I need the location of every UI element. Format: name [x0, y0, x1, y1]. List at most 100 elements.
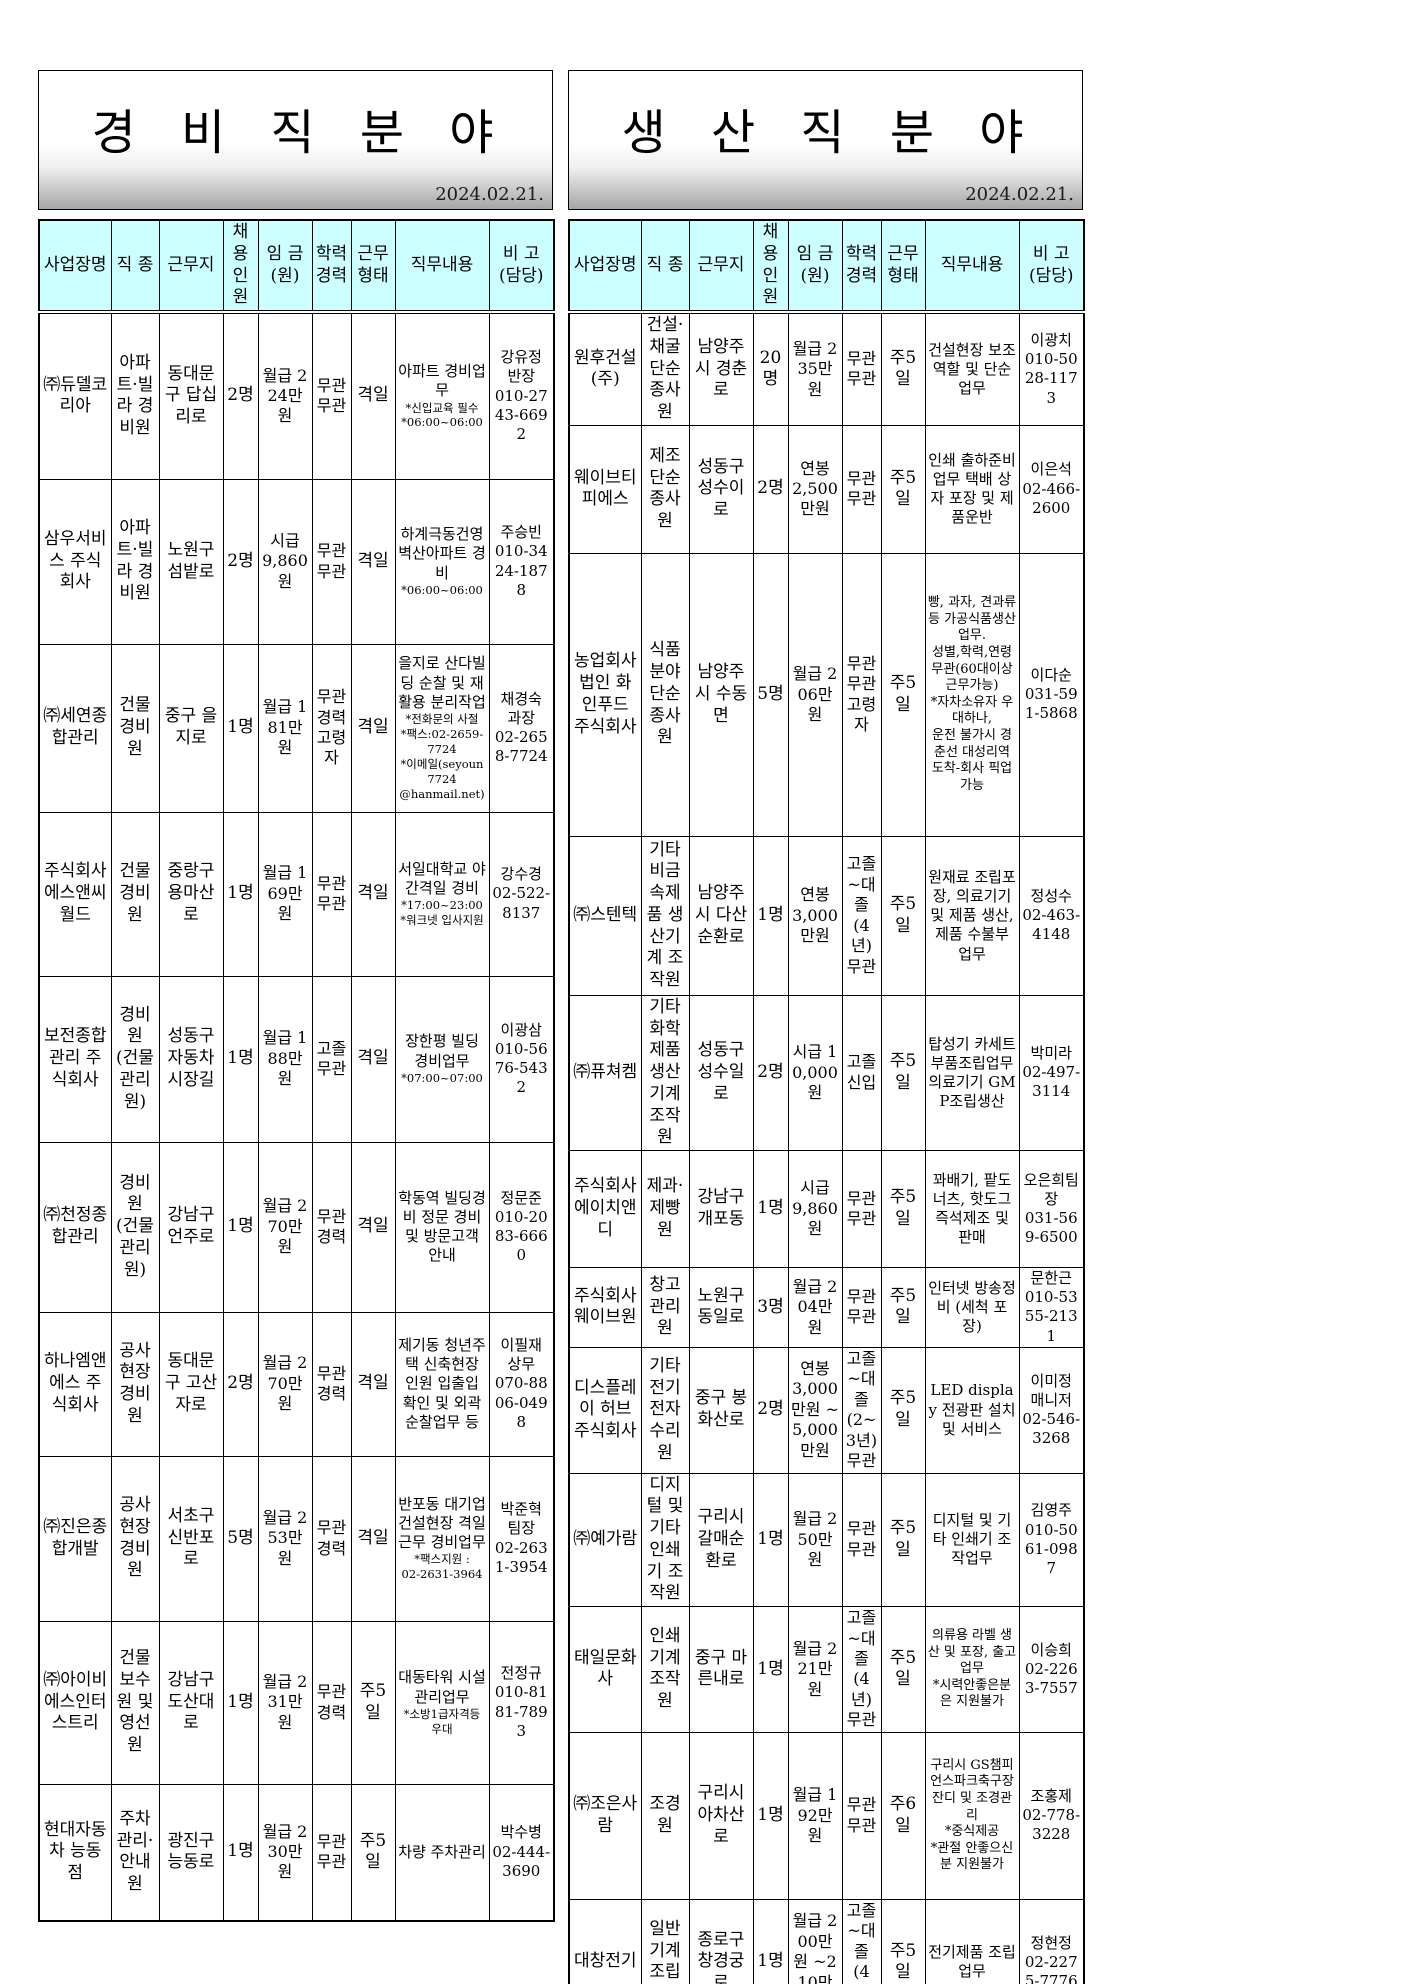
cell-contact: 박준혁 팀장 02-2631-3954 — [488, 1455, 555, 1622]
cell-job: 공사현장 경비원 — [110, 1311, 160, 1457]
table-row: 디스플레이 허브주식회사 기타 전기전자 수리원 중구 봉화산로 2명 연봉 3,000… — [568, 1346, 1085, 1474]
cell-contact: 조홍제 02-778-3228 — [1018, 1731, 1085, 1900]
cell-contact: 문한근 010-5355-2131 — [1018, 1267, 1085, 1348]
cell-contact: 정문준 010-2083-6660 — [488, 1141, 555, 1313]
table-row: ㈜아이비에스인터스트리 건물 보수원 및 영선원 강남구 도산대로 1명 월급 231만… — [38, 1620, 555, 1785]
cell-edu: 무관 경력 — [311, 1620, 352, 1785]
cell-worktype: 주5일 — [350, 1620, 396, 1785]
cell-contact: 전정규 010-8181-7893 — [488, 1620, 555, 1785]
header-row: 사업장명 직 종 근무지 채용 인원 임 금 (원) 학력 경력 근무 형태 직무내용 비 고 … — [38, 219, 555, 314]
table-row: ㈜스텐텍 기타 비금속제품 생산기계 조작원 남양주시 다산순환로 1명 연봉 3,00… — [568, 835, 1085, 996]
cell-duty: 아파트 경비업무 *신입교육 필수 *06:00~06:00 — [394, 311, 490, 480]
cell-hires: 3명 — [752, 1267, 789, 1348]
cell-wage: 월급 206만원 — [787, 552, 843, 837]
cell-worktype: 주5일 — [880, 1346, 926, 1474]
cell-contact: 정현정 02-2275-7776 — [1018, 1898, 1085, 1984]
cell-hires: 1명 — [222, 1620, 259, 1785]
security-jobs-table: 사업장명 직 종 근무지 채용 인원 임 금 (원) 학력 경력 근무 형태 직무내용 비 고 … — [38, 219, 555, 1922]
table-row: ㈜진은종합개발 공사현장 경비원 서초구 신반포로 5명 월급 253만원 무관 경력 격일… — [38, 1455, 555, 1622]
cell-company: 웨이브티피에스 — [568, 424, 642, 554]
production-jobs-panel: 생 산 직 분 야 2024.02.21. 사업장명 직 종 근무지 채용 인원 임 금… — [568, 70, 1085, 1984]
cell-duty: 인쇄 출하준비업무 택배 상자 포장 및 제품운반 — [924, 424, 1020, 554]
cell-worktype: 격일 — [350, 1311, 396, 1457]
cell-company: 현대자동차 능동점 — [38, 1783, 112, 1922]
cell-duty: 학동역 빌딩경비 정문 경비 및 방문고객 안내 — [394, 1141, 490, 1313]
cell-job: 제조단순 종사원 — [640, 424, 690, 554]
cell-duty: 을지로 산다빌딩 순찰 및 재활용 분리작업 *전화문의 사절 *팩스:02-26… — [394, 643, 490, 813]
column-header-job: 직 종 — [110, 219, 160, 314]
cell-location: 노원구 동일로 — [688, 1267, 754, 1348]
cell-job: 건설·채굴 단순종사원 — [640, 311, 690, 426]
cell-wage: 시급 10,000원 — [787, 994, 843, 1152]
table-row: 현대자동차 능동점 주차관리·안내원 광진구 능동로 1명 월급 230만원 무관 무관 주… — [38, 1783, 555, 1922]
cell-job: 경비원 (건물 관리원) — [110, 1141, 160, 1313]
table-row: 주식회사 에스앤씨월드 건물 경비원 중랑구 용마산로 1명 월급 169만원 무관 무관… — [38, 811, 555, 977]
column-header-hires: 채용 인원 — [752, 219, 789, 314]
cell-company: 원후건설 (주) — [568, 311, 642, 426]
cell-wage: 월급 250만원 — [787, 1472, 843, 1608]
cell-location: 성동구 성수이로 — [688, 424, 754, 554]
cell-location: 강남구 개포동 — [688, 1150, 754, 1268]
cell-company: ㈜퓨쳐켐 — [568, 994, 642, 1152]
page-title: 생 산 직 분 야 — [621, 105, 1030, 161]
cell-duty: 구리시 GS챔피언스파크축구장 잔디 및 조경관리 *중식제공 *관절 안좋으신… — [924, 1731, 1020, 1900]
cell-edu: 무관 경력 — [311, 1141, 352, 1313]
cell-location: 중구 을지로 — [158, 643, 224, 813]
cell-company: 하나엠앤에스 주식회사 — [38, 1311, 112, 1457]
cell-wage: 월급 270만원 — [257, 1311, 313, 1457]
cell-worktype: 격일 — [350, 311, 396, 480]
cell-location: 중랑구 용마산로 — [158, 811, 224, 977]
cell-job: 아파트·빌라 경비원 — [110, 311, 160, 480]
cell-wage: 연봉 3,000만원 — [787, 835, 843, 996]
cell-edu: 고졸~대졸 (4년) 무관 — [841, 1606, 882, 1733]
cell-duty: LED display 전광판 설치 및 서비스 — [924, 1346, 1020, 1474]
security-jobs-panel: 경 비 직 분 야 2024.02.21. 사업장명 직 종 근무지 채용 인원 임 금… — [38, 70, 555, 1922]
cell-location: 남양주시 경춘로 — [688, 311, 754, 426]
cell-location: 중구 마른내로 — [688, 1606, 754, 1733]
production-jobs-table: 사업장명 직 종 근무지 채용 인원 임 금 (원) 학력 경력 근무 형태 직무내용 비 고 … — [568, 219, 1085, 1984]
duty-main-text: 인쇄 출하준비업무 택배 상자 포장 및 제품운반 — [928, 450, 1016, 527]
cell-company: ㈜조은사람 — [568, 1731, 642, 1900]
table-row: 태일문화사 인쇄기계 조작원 중구 마른내로 1명 월급 221만원 고졸~대졸 (4년)… — [568, 1606, 1085, 1733]
cell-company: 대창전기 — [568, 1898, 642, 1984]
cell-location: 강남구 도산대로 — [158, 1620, 224, 1785]
cell-worktype: 주5일 — [880, 835, 926, 996]
duty-main-text: 대동타워 시설관리업무 — [398, 1668, 486, 1706]
cell-contact: 강수경 02-522-8137 — [488, 811, 555, 977]
column-header-location: 근무지 — [688, 219, 754, 314]
cell-company: 농업회사법인 화인푸드 주식회사 — [568, 552, 642, 837]
cell-edu: 무관 무관 — [311, 811, 352, 977]
cell-job: 기타 비금속제품 생산기계 조작원 — [640, 835, 690, 996]
cell-worktype: 격일 — [350, 643, 396, 813]
duty-main-text: 원재료 조립포장, 의료기기 및 제품 생산, 제품 수불부 업무 — [928, 867, 1016, 963]
cell-duty: 하계극동건영 벽산아파트 경비 *06:00~06:00 — [394, 478, 490, 645]
cell-edu: 무관 무관 — [841, 1150, 882, 1268]
cell-company: 주식회사 에이치앤디 — [568, 1150, 642, 1268]
table-row: ㈜조은사람 조경원 구리시 아차산로 1명 월급 192만원 무관 무관 주6일 구리시 GS… — [568, 1731, 1085, 1900]
cell-worktype: 주5일 — [880, 1267, 926, 1348]
cell-location: 종로구 창경궁로 — [688, 1898, 754, 1984]
duty-main-text: 제기동 청년주택 신축현장 인원 입출입 확인 및 외곽 순찰업무 등 — [398, 1336, 486, 1431]
cell-edu: 무관 무관 — [841, 1267, 882, 1348]
column-header-company: 사업장명 — [568, 219, 642, 314]
cell-company: 보전종합관리 주식회사 — [38, 975, 112, 1143]
duty-note-text: *06:00~06:00 — [401, 582, 483, 597]
cell-location: 남양주시 다산순환로 — [688, 835, 754, 996]
cell-edu: 무관 경력 고령자 — [311, 643, 352, 813]
cell-contact: 이승희 02-2263-7557 — [1018, 1606, 1085, 1733]
column-header-duty: 직무내용 — [924, 219, 1020, 314]
cell-duty: 서일대학교 야간격일 경비 *17:00~23:00 *워크넷 입사지원 — [394, 811, 490, 977]
cell-duty: 반포동 대기업 건설현장 격일 근무 경비업무 *팩스지원 : 02-2631-3… — [394, 1455, 490, 1622]
cell-company: 디스플레이 허브주식회사 — [568, 1346, 642, 1474]
cell-job: 기타 화학제품 생산기계 조작원 — [640, 994, 690, 1152]
cell-hires: 2명 — [222, 478, 259, 645]
cell-job: 건물 보수원 및 영선원 — [110, 1620, 160, 1785]
column-header-job: 직 종 — [640, 219, 690, 314]
cell-worktype: 주6일 — [880, 1731, 926, 1900]
table-row: 주식회사 에이치앤디 제과·제빵원 강남구 개포동 1명 시급 9,860원 무관 무관 주… — [568, 1150, 1085, 1268]
table-row: 하나엠앤에스 주식회사 공사현장 경비원 동대문구 고산자로 2명 월급 270만원 무관… — [38, 1311, 555, 1457]
cell-company: 태일문화사 — [568, 1606, 642, 1733]
cell-company: ㈜천정종합관리 — [38, 1141, 112, 1313]
column-header-worktype: 근무 형태 — [880, 219, 926, 314]
